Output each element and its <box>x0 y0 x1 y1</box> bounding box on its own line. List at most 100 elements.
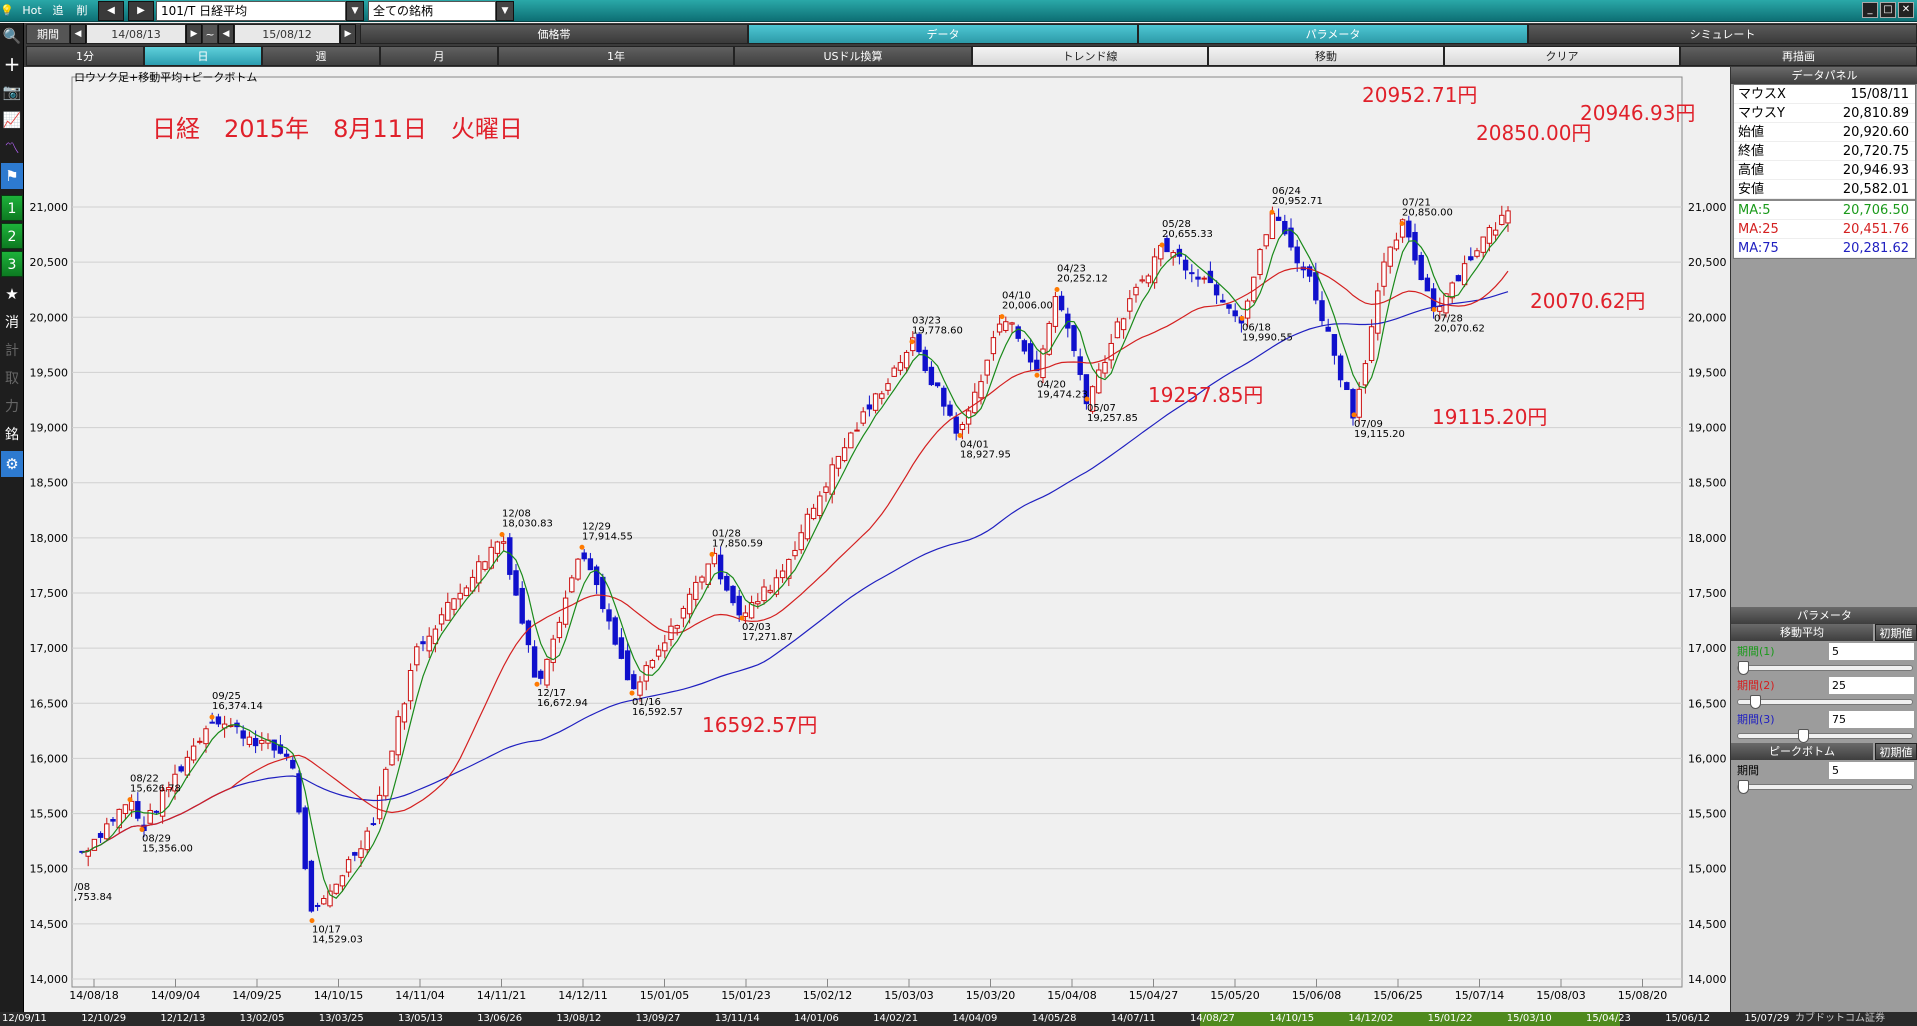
y-tick-label-right: 17,000 <box>1688 642 1727 655</box>
date-from-prev-button[interactable]: ◀ <box>70 24 86 44</box>
flag-icon[interactable]: ⚑ <box>1 163 23 189</box>
peak-bottom-marker <box>1269 209 1275 215</box>
candle-body <box>1071 325 1077 352</box>
x-tick-label: 15/05/20 <box>1210 989 1259 1002</box>
pb-param-value[interactable]: 5 <box>1829 762 1914 779</box>
candle-body <box>166 787 172 791</box>
date-from-field[interactable]: 14/08/13 <box>86 24 186 44</box>
prev-symbol-button[interactable]: ◀ <box>98 1 124 21</box>
delete-button[interactable]: 削 <box>76 4 88 17</box>
power-button[interactable]: 力 <box>5 399 19 415</box>
timeframe-1min-button[interactable]: 1分 <box>26 46 144 66</box>
layout-2-button[interactable]: 2 <box>1 223 23 249</box>
line-chart-icon[interactable]: 📈 <box>2 111 22 129</box>
ma-param-3-value[interactable]: 75 <box>1829 711 1914 728</box>
pb-param-slider[interactable] <box>1737 780 1913 794</box>
symbol-field[interactable]: 101/T 日経平均 <box>156 1 346 21</box>
period-label: 期間 <box>26 24 70 44</box>
watchlist-field[interactable]: 全ての銘柄 <box>368 1 496 21</box>
date-to-field[interactable]: 15/08/12 <box>234 24 340 44</box>
ma-5-line <box>81 223 1509 899</box>
timeline-range[interactable] <box>0 1012 1200 1026</box>
slider-knob[interactable] <box>1798 729 1809 743</box>
indicator-icon[interactable]: 〽 <box>4 139 20 157</box>
close-button[interactable]: ✕ <box>1898 2 1914 18</box>
peak-bottom-marker <box>1084 396 1090 402</box>
watchlist-dropdown-icon[interactable]: ▼ <box>496 1 514 21</box>
tab-price-band[interactable]: 価格帯 <box>360 24 748 44</box>
timeline-tick-label: 15/04/23 <box>1586 1013 1631 1024</box>
peak-bottom-value: 20,006.00 <box>1002 301 1053 312</box>
redraw-button[interactable]: 再描画 <box>1680 46 1917 66</box>
candle-body <box>327 890 333 907</box>
peak-bottom-value: 14,529.03 <box>312 935 363 946</box>
ma-reset-button[interactable]: 初期値 <box>1875 624 1917 641</box>
candle-body <box>872 393 879 411</box>
lightbulb-icon[interactable]: 💡 <box>0 4 14 17</box>
candle-body <box>494 541 501 554</box>
timeframe-monthly-button[interactable]: 月 <box>380 46 498 66</box>
tab-data[interactable]: データ <box>748 24 1138 44</box>
candle-body <box>680 607 687 619</box>
candle-body <box>804 513 811 540</box>
candle-body <box>1133 286 1139 296</box>
trade-button[interactable]: 取 <box>5 371 19 387</box>
ma-param-2-value[interactable]: 25 <box>1829 677 1914 694</box>
ma-param-1-slider[interactable] <box>1737 661 1913 675</box>
peak-bottom-marker <box>534 681 540 687</box>
layout-3-button[interactable]: 3 <box>1 251 23 277</box>
candle-body <box>798 532 804 551</box>
symbol-dropdown-icon[interactable]: ▼ <box>346 1 364 21</box>
date-from-next-button[interactable]: ▶ <box>186 24 202 44</box>
timeframe-1year-button[interactable]: 1年 <box>498 46 734 66</box>
timeline-range[interactable] <box>1620 1012 1917 1026</box>
date-to-next-button[interactable]: ▶ <box>340 24 356 44</box>
next-symbol-button[interactable]: ▶ <box>128 1 154 21</box>
tab-simulate[interactable]: シミュレート <box>1528 24 1917 44</box>
slider-knob[interactable] <box>1738 661 1749 675</box>
slider-knob[interactable] <box>1750 695 1761 709</box>
calc-button[interactable]: 計 <box>5 343 19 359</box>
data-panel-value: 20,810.89 <box>1842 106 1909 121</box>
timeframe-daily-button[interactable]: 日 <box>144 46 262 66</box>
settings-gear-icon[interactable]: ⚙ <box>1 451 23 477</box>
usd-convert-button[interactable]: USドル換算 <box>734 46 972 66</box>
erase-button[interactable]: 消 <box>5 315 19 331</box>
symbol-button[interactable]: 銘 <box>5 427 19 443</box>
minimize-button[interactable]: _ <box>1862 2 1878 18</box>
candle-body <box>550 638 556 663</box>
camera-icon[interactable]: 📷 <box>2 83 22 101</box>
date-to-prev-button[interactable]: ◀ <box>218 24 234 44</box>
data-panel-row: MA:5 20,706.50 <box>1734 201 1915 220</box>
timeframe-weekly-button[interactable]: 週 <box>262 46 380 66</box>
peak-bottom-marker <box>1351 412 1357 418</box>
peak-bottom-date: 08/22 <box>130 774 159 785</box>
candle-body <box>463 587 470 597</box>
clear-button[interactable]: クリア <box>1444 46 1680 66</box>
ma-param-2-slider[interactable] <box>1737 695 1913 709</box>
crosshair-icon[interactable]: + <box>3 52 21 76</box>
slider-knob[interactable] <box>1738 780 1749 794</box>
layout-1-button[interactable]: 1 <box>1 195 23 221</box>
hot-button[interactable]: Hot <box>22 4 42 17</box>
trendline-button[interactable]: トレンド線 <box>972 46 1208 66</box>
peak-bottom-value: 16,374.14 <box>212 701 263 712</box>
peak-bottom-date: 02/03 <box>742 622 771 633</box>
timeline-range[interactable] <box>1200 1012 1620 1026</box>
peak-bottom-marker <box>1239 315 1245 321</box>
ma-param-3-slider[interactable] <box>1737 729 1913 743</box>
overview-timeline[interactable]: 12/09/11 12/10/29 12/12/13 13/02/05 13/03/25… <box>0 1012 1917 1026</box>
chart-svg[interactable]: 21,000 21,000 20,500 20,500 20,000 20,000 19,5… <box>24 67 1730 1005</box>
y-tick-label: 18,000 <box>30 532 69 545</box>
add-button[interactable]: 追 <box>52 4 64 17</box>
price-chart[interactable]: 21,000 21,000 20,500 20,500 20,000 20,000 19,5… <box>24 67 1730 1005</box>
maximize-button[interactable]: □ <box>1880 2 1896 18</box>
search-icon[interactable]: 🔍 <box>2 27 22 45</box>
pb-reset-button[interactable]: 初期値 <box>1875 743 1917 760</box>
star-icon[interactable]: ★ <box>5 285 19 303</box>
tab-parameters[interactable]: パラメータ <box>1138 24 1528 44</box>
ma-param-1-value[interactable]: 5 <box>1829 643 1914 660</box>
candle-body <box>333 883 339 894</box>
move-button[interactable]: 移動 <box>1208 46 1444 66</box>
data-panel-row: マウスX 15/08/11 <box>1734 85 1915 104</box>
